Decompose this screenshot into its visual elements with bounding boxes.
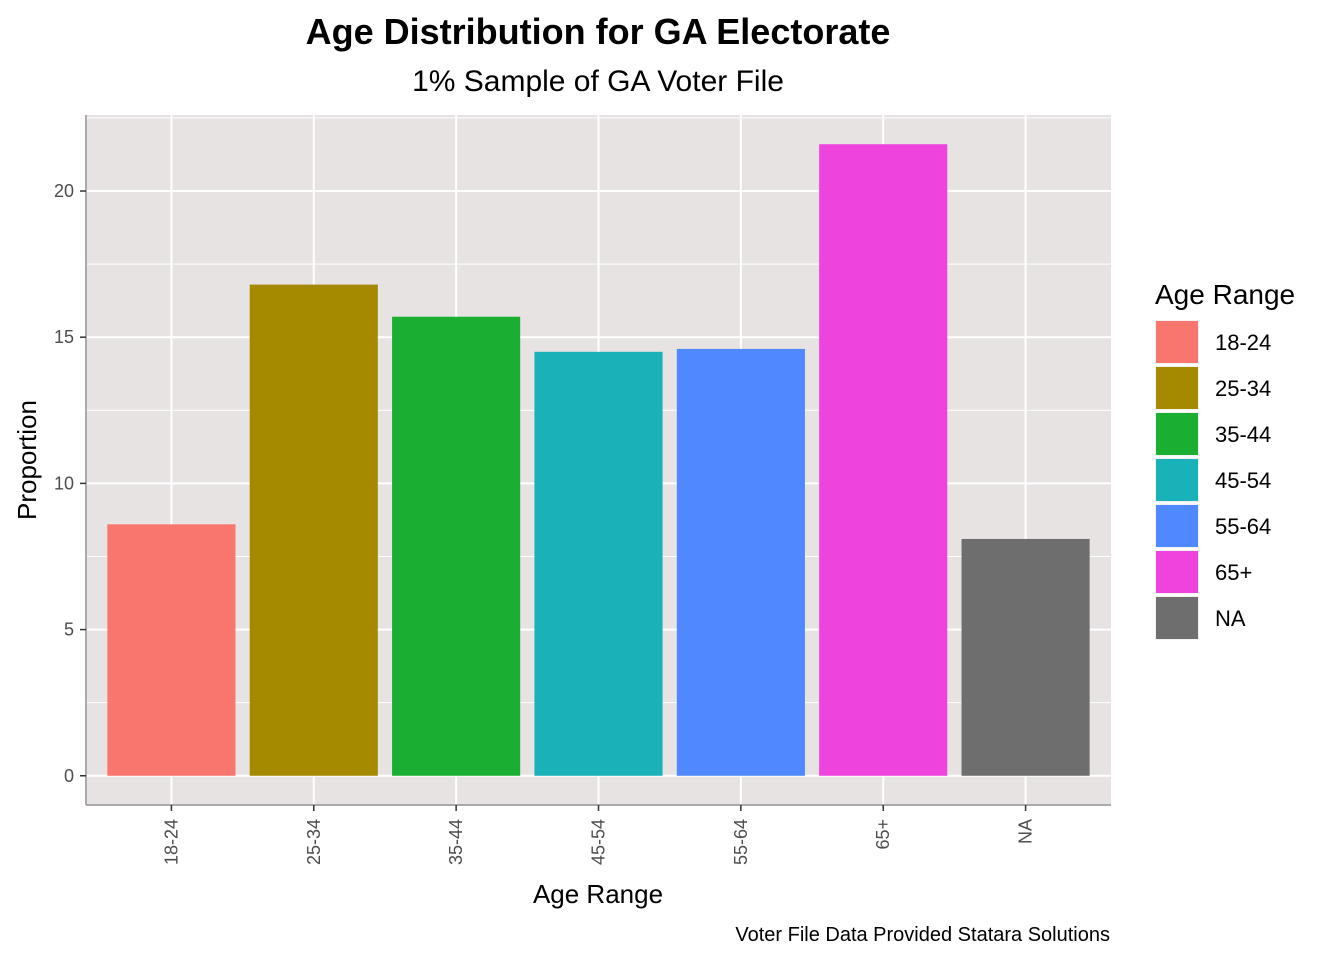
x-axis-title: Age Range [533,879,663,909]
y-tick-label: 10 [54,473,74,493]
x-tick-label: 35-44 [446,819,466,865]
legend-swatch-25-34 [1156,367,1198,409]
x-tick-label: 45-54 [589,819,609,865]
y-axis-title: Proportion [12,400,42,520]
bar-18-24 [107,524,236,776]
legend-swatch-45-54 [1156,459,1198,501]
legend-swatch-NA [1156,597,1198,639]
legend-label: 35-44 [1215,422,1271,447]
legend-label: 65+ [1215,560,1252,585]
bar-45-54 [534,351,663,776]
legend-swatch-18-24 [1156,321,1198,363]
y-tick-label: 20 [54,181,74,201]
legend-title: Age Range [1155,279,1295,310]
legend-label: 18-24 [1215,330,1271,355]
bar-55-64 [676,348,805,776]
legend-label: NA [1215,606,1246,631]
legend-label: 45-54 [1215,468,1271,493]
chart-caption: Voter File Data Provided Statara Solutio… [735,924,1110,946]
axes: 0 5 10 15 20 18-24 25-34 35-44 45-54 55-64 65+ NA [54,115,1111,865]
legend-label: 55-64 [1215,514,1271,539]
legend-label: 25-34 [1215,376,1271,401]
y-tick-label: 5 [64,620,74,640]
legend-swatch-55-64 [1156,505,1198,547]
legend-swatch-35-44 [1156,413,1198,455]
x-tick-label: 55-64 [731,819,751,865]
bars [107,144,1090,776]
legend: Age Range 18-24 25-34 35-44 45-54 55-64 65+ NA [1155,279,1295,640]
bar-65+ [819,144,948,776]
x-tick-label: 65+ [873,819,893,850]
y-tick-label: 0 [64,766,74,786]
bar-35-44 [392,316,521,776]
x-tick-label: 18-24 [161,819,181,865]
legend-swatch-65+ [1156,551,1198,593]
y-tick-label: 15 [54,327,74,347]
chart-subtitle: 1% Sample of GA Voter File [412,65,784,98]
x-tick-label: NA [1016,819,1036,844]
bar-25-34 [249,284,378,776]
chart-title: Age Distribution for GA Electorate [306,11,891,52]
x-tick-label: 25-34 [304,819,324,865]
bar-NA [961,538,1090,776]
